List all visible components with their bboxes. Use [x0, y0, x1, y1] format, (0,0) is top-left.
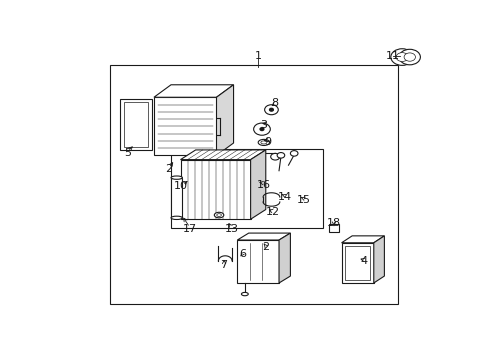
- Polygon shape: [373, 236, 384, 283]
- Polygon shape: [154, 85, 233, 97]
- Bar: [110, 66, 398, 304]
- Polygon shape: [180, 150, 265, 159]
- Text: 5: 5: [123, 148, 131, 158]
- Text: 2: 2: [262, 242, 269, 252]
- Bar: [328, 224, 339, 232]
- Polygon shape: [216, 85, 233, 156]
- Ellipse shape: [214, 212, 224, 218]
- Text: 11: 11: [385, 51, 399, 61]
- Text: 8: 8: [271, 98, 278, 108]
- Bar: [180, 159, 250, 219]
- Text: 1: 1: [254, 51, 261, 61]
- Text: 10: 10: [173, 181, 187, 191]
- Circle shape: [277, 153, 284, 158]
- Bar: [171, 177, 182, 218]
- Circle shape: [403, 53, 415, 61]
- Bar: [154, 97, 216, 156]
- Circle shape: [253, 123, 270, 135]
- Text: 6: 6: [239, 249, 246, 259]
- Polygon shape: [237, 233, 290, 240]
- Text: 9: 9: [264, 136, 271, 147]
- Circle shape: [264, 105, 278, 115]
- Bar: [345, 246, 369, 280]
- Ellipse shape: [216, 214, 221, 216]
- Circle shape: [260, 128, 264, 131]
- Bar: [120, 99, 152, 150]
- Circle shape: [390, 49, 413, 66]
- Bar: [171, 149, 322, 228]
- Circle shape: [269, 108, 273, 111]
- Text: 13: 13: [224, 224, 238, 234]
- Circle shape: [398, 49, 420, 65]
- Text: 4: 4: [360, 256, 367, 266]
- Text: 17: 17: [183, 224, 197, 234]
- Text: 2: 2: [165, 164, 172, 174]
- Text: 14: 14: [277, 192, 291, 202]
- Text: 18: 18: [326, 219, 340, 228]
- Polygon shape: [250, 150, 265, 219]
- Text: 12: 12: [266, 207, 280, 217]
- Ellipse shape: [171, 176, 182, 179]
- Polygon shape: [279, 233, 290, 283]
- Text: 7: 7: [220, 260, 227, 270]
- Ellipse shape: [260, 141, 266, 144]
- Circle shape: [270, 153, 279, 160]
- Ellipse shape: [171, 216, 182, 220]
- Bar: [341, 243, 373, 283]
- Bar: [124, 102, 147, 147]
- Circle shape: [395, 53, 407, 62]
- Bar: [237, 240, 279, 283]
- Text: 16: 16: [256, 180, 270, 190]
- Polygon shape: [341, 236, 384, 243]
- Text: 3: 3: [260, 120, 267, 130]
- Text: 15: 15: [296, 195, 310, 205]
- Circle shape: [290, 150, 297, 156]
- Ellipse shape: [258, 139, 269, 145]
- Ellipse shape: [241, 292, 248, 296]
